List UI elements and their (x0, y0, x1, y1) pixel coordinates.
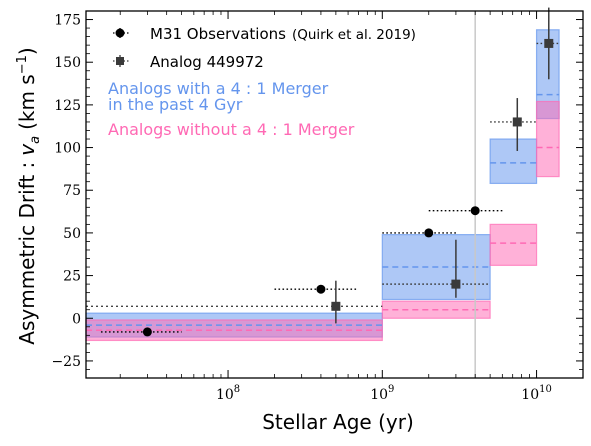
y-axis-label: Asymmetric Drift :va(km s−1) (15, 47, 43, 344)
y-tick-label: 50 (63, 226, 81, 242)
x-tick-label: 1010 (521, 384, 552, 403)
y-tick-label: 0 (72, 311, 81, 327)
y-tick-label: 175 (54, 13, 81, 29)
data-series (100, 7, 560, 337)
y-tick-label: 75 (63, 183, 81, 199)
no-merger-bin-2 (489, 223, 538, 266)
merger-bin-2 (489, 138, 538, 185)
legend: M31 Observations (Quirk et al. 2019) Anal… (113, 25, 416, 71)
x-tick-label: 108 (216, 384, 240, 403)
no-merger-annotation: Analogs without a 4 : 1 Merger (108, 120, 355, 139)
legend-analog-label: Analog 449972 (150, 53, 264, 71)
median-lines (86, 93, 560, 331)
analog-point-2 (512, 117, 522, 127)
obs-point-2 (424, 228, 434, 238)
analog-point-0 (331, 301, 341, 311)
obs-point-1 (316, 284, 326, 294)
analog-point-1 (451, 279, 461, 289)
axes-frame (85, 10, 584, 379)
x-tick-label: 109 (370, 384, 394, 403)
y-tick-label: −25 (51, 354, 81, 370)
y-tick-label: 100 (54, 141, 81, 157)
legend-m31-marker (113, 28, 129, 38)
legend-m31-label: M31 Observations (Quirk et al. 2019) (150, 25, 416, 43)
merger-annotation-line2: in the past 4 Gyr (108, 95, 243, 114)
merger-annotation-line1: Analogs with a 4 : 1 Merger (108, 79, 329, 98)
obs-point-3 (470, 206, 480, 216)
y-tick-label: 125 (54, 98, 81, 114)
obs-point-0 (142, 327, 152, 337)
axis-ticks: −25 0 25 50 75 100 125 150 175 108 109 1010 (51, 10, 584, 403)
plot-frame (85, 10, 584, 379)
legend-analog-marker (113, 55, 129, 67)
analog-point-3 (544, 38, 554, 48)
no-merger-bin-3 (535, 100, 560, 178)
x-axis-label: Stellar Age (yr) (262, 410, 414, 434)
y-tick-label: 25 (63, 269, 81, 285)
y-tick-label: 150 (54, 55, 81, 71)
